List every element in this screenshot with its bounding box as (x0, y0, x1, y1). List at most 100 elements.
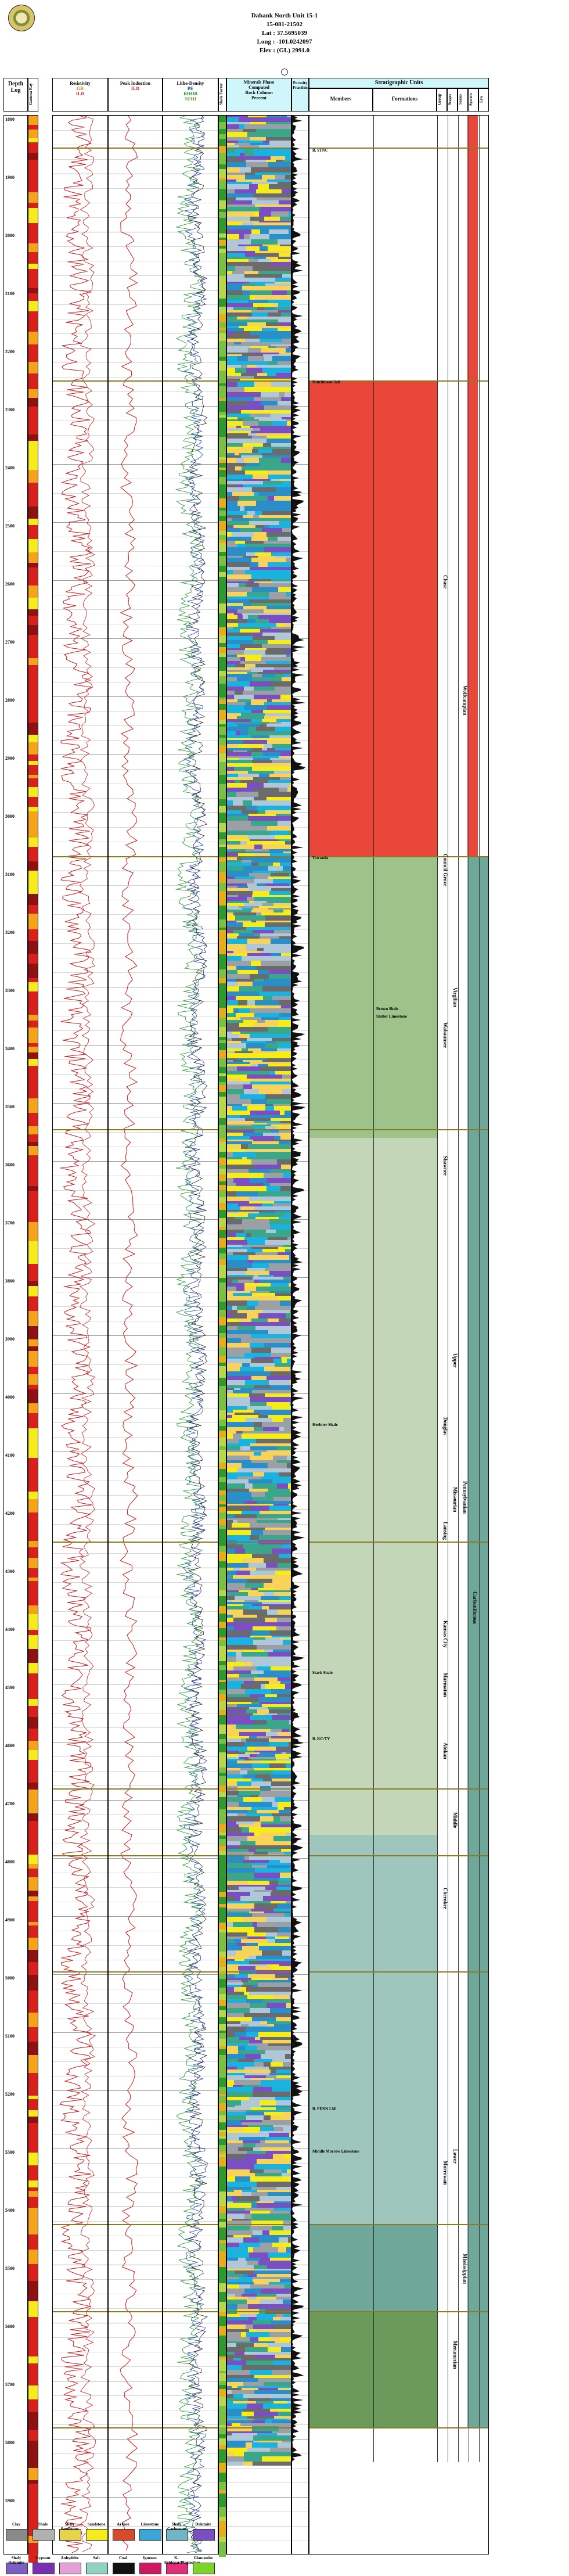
well-elev: Elev : (GL) 2991.0 (259, 47, 310, 54)
system-header-label: System (469, 93, 473, 106)
shale-factor-header: Shale Factor (218, 78, 226, 112)
legend-label: Arkose (117, 2522, 129, 2527)
legend-swatch (59, 2529, 81, 2541)
depth-label: 2500 (5, 523, 15, 529)
depth-label: 4300 (5, 1569, 15, 1574)
depth-label: 5600 (5, 2324, 15, 2329)
legend-swatch (193, 2529, 215, 2541)
legend-swatch (59, 2563, 81, 2574)
depth-label: 4200 (5, 1511, 15, 1516)
legend-label: Gypsum (35, 2556, 51, 2560)
log-header-label: Log (10, 87, 21, 94)
resistivity-curve-label: ILD (75, 91, 85, 96)
resistivity-header-label: Resistivity (70, 81, 91, 86)
depth-label: 3900 (5, 1336, 15, 1342)
well-api: 15-081-21502 (266, 21, 303, 28)
legend-label: K-Feldspar/Plagioclase (164, 2556, 200, 2565)
legend-label: Shaly Dolomite (8, 2556, 24, 2565)
porosity-track (291, 115, 309, 2555)
minerals-track (226, 115, 291, 2555)
legend-label: Limestone (141, 2522, 159, 2527)
depth-label: 5800 (5, 2440, 15, 2445)
legend-swatch (33, 2563, 55, 2574)
peak-induction-header: Peak Induction ILD (108, 78, 163, 112)
minerals-sub1: Computed (248, 85, 269, 90)
era-header: Era (478, 88, 489, 112)
resistivity-track (52, 115, 108, 2555)
depth-label: 4500 (5, 1685, 15, 1690)
circle-icon (281, 69, 288, 76)
series-header: Series (458, 88, 468, 112)
minerals-header-label: Minerals Phase (243, 80, 275, 85)
members-header: Members (309, 88, 373, 112)
era-header-label: Era (479, 96, 484, 103)
legend-label: Glauconite (193, 2556, 213, 2560)
pe-label: PE (187, 86, 194, 91)
legend-swatch (166, 2529, 188, 2541)
litho-density-header-label: Litho-Density (177, 81, 204, 86)
minerals-sub2: Rock Column (245, 90, 273, 95)
depth-header: Depth Log (3, 78, 28, 112)
legend-swatch (33, 2529, 55, 2541)
legend-swatch (139, 2563, 161, 2574)
legend-label: Salt (93, 2556, 100, 2560)
legend-swatch (113, 2563, 135, 2574)
legend-label: Coal (119, 2556, 127, 2560)
litho-density-header: Litho-Density PE RHOB NPHI (163, 78, 218, 112)
depth-label: 3500 (5, 1104, 15, 1109)
strat-track (309, 115, 489, 2555)
minerals-sub3: Percent (251, 95, 267, 100)
depth-label: 5200 (5, 2092, 15, 2097)
stages-header: Stages (447, 88, 458, 112)
depth-label: 4700 (5, 1801, 15, 1806)
legend-swatch (6, 2529, 28, 2541)
legend-label: Dolomite (195, 2522, 211, 2527)
minerals-header: Minerals Phase Computed Rock Column Perc… (226, 78, 291, 112)
depth-track: 1800 1900 2000 2100 2200 2300 2400 2500 2600 2700… (3, 115, 28, 2555)
series-header-label: Series (458, 94, 463, 105)
litho-density-track (163, 115, 218, 2555)
depth-label: 2100 (5, 291, 15, 296)
legend-swatch (193, 2563, 215, 2574)
porosity-header-label: Porosity Fraction (293, 81, 308, 90)
depth-label: 4600 (5, 1743, 15, 1748)
legend-swatch (86, 2529, 108, 2541)
peak-induction-header-label: Peak Induction (120, 81, 151, 86)
legend-swatch (6, 2563, 28, 2574)
nphi-label: NPHI (185, 96, 196, 102)
depth-label: 2400 (5, 465, 15, 470)
gamma-ray-bar (28, 115, 38, 2563)
system-header: System (468, 88, 478, 112)
legend-label: Shaly Carbonate (167, 2522, 186, 2531)
formations-header-label: Formations (391, 96, 418, 102)
legend-swatch (86, 2563, 108, 2574)
well-header: Dabank North Unit 15-1 15-081-21502 Lat … (0, 12, 569, 55)
peak-scale-label: ILD (131, 86, 140, 91)
well-lat: Lat : 37.5695039 (262, 30, 307, 37)
depth-label: 5100 (5, 2034, 15, 2039)
depth-label: 4100 (5, 1453, 15, 1458)
logo (8, 5, 35, 31)
strat-units-header-label: Stratigraphic Units (374, 80, 423, 86)
depth-label: 2900 (5, 756, 15, 761)
depth-label: 2600 (5, 581, 15, 587)
gamma-ray-header-label: Gamma Ray (28, 83, 33, 105)
legend-label: Shale (38, 2522, 48, 2527)
depth-header-label: Depth (8, 81, 24, 87)
well-long: Long : -101.0242097 (257, 38, 312, 45)
depth-label: 3200 (5, 930, 15, 935)
depth-label: 5000 (5, 1975, 15, 1981)
depth-label: 3100 (5, 872, 15, 877)
depth-label: 4400 (5, 1627, 15, 1632)
stages-header-label: Stages (448, 94, 452, 105)
depth-label: 3600 (5, 1162, 15, 1167)
depth-label: 2000 (5, 233, 15, 238)
depth-label: 3400 (5, 1046, 15, 1051)
legend-label: Shaly Sandstone (60, 2522, 79, 2531)
depth-label: 3700 (5, 1220, 15, 1226)
shale-factor-track (218, 115, 226, 2557)
depth-label: 3800 (5, 1278, 15, 1284)
gamma-ray-header: Gamma Ray (28, 78, 38, 112)
depth-label: 4800 (5, 1859, 15, 1864)
legend-swatch (166, 2563, 188, 2574)
